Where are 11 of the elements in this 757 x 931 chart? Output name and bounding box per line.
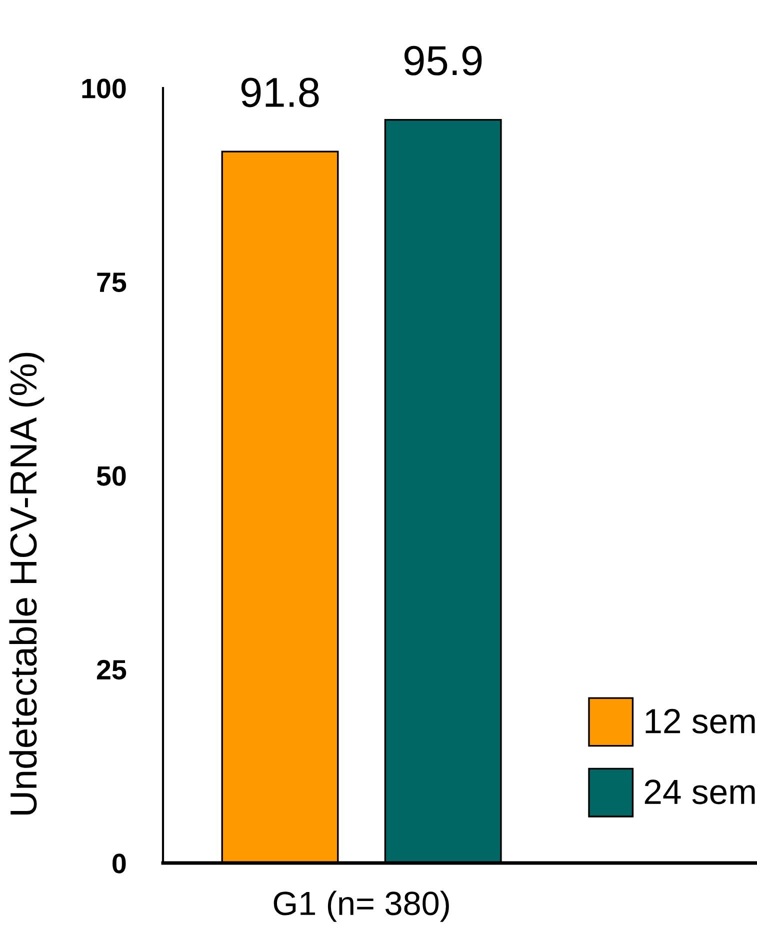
x-tick-label: G1 (n= 380) — [274, 890, 449, 922]
y-tick-label: 100 — [82, 78, 126, 98]
y-tick-label: 75 — [97, 272, 126, 292]
data-label: 91.8 — [241, 78, 319, 108]
data-label: 95.9 — [404, 46, 482, 76]
y-tick-label: 0 — [112, 854, 126, 874]
legend-label: 24 sem — [644, 780, 755, 804]
legend-label: 12 sem — [646, 708, 755, 734]
y-tick-label: 50 — [96, 466, 126, 486]
y-axis-title: Undetectable HCV-RNA (%) — [9, 352, 44, 815]
y-tick-label: 25 — [96, 660, 126, 680]
